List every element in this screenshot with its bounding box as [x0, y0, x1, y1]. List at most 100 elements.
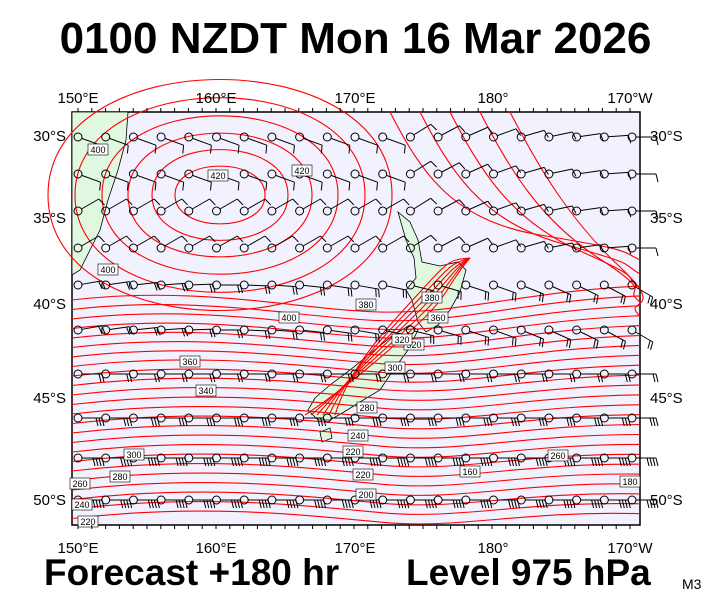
wind-barb [267, 280, 298, 295]
svg-text:380: 380 [358, 300, 373, 310]
wind-barb [599, 495, 631, 509]
wind-barb [73, 169, 102, 191]
contour-label: 280 [356, 401, 378, 414]
wind-barb [267, 325, 298, 340]
wind-barb [184, 132, 212, 154]
wind-barb [184, 495, 216, 509]
wind-barb [378, 235, 410, 253]
svg-text:260: 260 [550, 451, 565, 461]
svg-text:220: 220 [345, 447, 360, 457]
wind-barb [489, 325, 517, 347]
contour-line [71, 510, 641, 525]
wind-barb [322, 198, 355, 216]
contour-line [71, 404, 641, 420]
wind-barb [101, 132, 129, 154]
wind-barb [156, 280, 189, 292]
longitude-label: 180° [477, 540, 508, 557]
wind-barb [405, 197, 438, 216]
wind-barb [350, 169, 379, 191]
wind-barb [184, 413, 216, 427]
contour-line [71, 285, 641, 313]
contour-label: 300 [123, 448, 145, 461]
longitude-label: 150°E [57, 540, 98, 557]
wind-barb [378, 198, 410, 216]
wind-barb [627, 169, 659, 183]
wind-barb [599, 325, 626, 350]
wind-barb [461, 237, 494, 253]
wind-barb [627, 369, 659, 383]
svg-text:320: 320 [394, 335, 409, 345]
wind-barb [489, 202, 522, 216]
wind-barb [461, 126, 494, 142]
wind-barb [599, 413, 631, 427]
contour-line [334, 257, 471, 416]
wind-barb [156, 169, 185, 191]
svg-text:400: 400 [100, 265, 115, 275]
wind-barb [378, 169, 406, 191]
wind-barb [184, 280, 216, 293]
svg-text:220: 220 [80, 517, 95, 527]
wind-barb [627, 495, 659, 509]
wind-barb [516, 325, 544, 348]
wind-barb [239, 198, 272, 216]
wind-barb [489, 128, 522, 142]
wind-barb [433, 199, 466, 216]
wind-barb [350, 198, 382, 216]
contour-label: 280 [109, 470, 131, 483]
wind-barb [212, 453, 243, 467]
wind-barb [461, 163, 494, 179]
longitude-label: 170°E [334, 540, 375, 557]
wind-barb [572, 453, 604, 467]
wind-barb [350, 132, 379, 154]
wind-barb [184, 198, 216, 216]
latitude-label: 30°S [650, 128, 683, 145]
wind-barb [212, 132, 240, 154]
wind-barb [405, 453, 437, 467]
latitude-label: 45°S [33, 390, 66, 407]
wind-barb [433, 325, 462, 345]
svg-text:400: 400 [281, 313, 296, 323]
contour-labels: 400 420 420 400 400 380 360 340 380 360 320 300 320 2… [69, 143, 641, 528]
wind-barb [572, 280, 599, 304]
wind-barb [239, 169, 268, 191]
longitude-label: 160°E [195, 540, 236, 557]
wind-barb [627, 325, 654, 351]
contour-line [71, 295, 641, 322]
wind-barb [295, 369, 327, 383]
wind-barb [184, 325, 216, 338]
svg-text:420: 420 [210, 171, 225, 181]
wind-barb [378, 413, 410, 427]
svg-text:220: 220 [355, 470, 370, 480]
wind-barb [627, 453, 659, 467]
contour-line [71, 501, 641, 515]
latitude-label: 35°S [650, 210, 683, 227]
wind-barb [322, 280, 353, 297]
wind-barb [156, 325, 189, 337]
wind-barb [572, 369, 604, 383]
wind-barb [461, 200, 494, 216]
wind-barb [516, 280, 544, 303]
wind-barb [599, 280, 626, 305]
wind-barb [128, 413, 160, 427]
wind-barb [489, 495, 520, 509]
wind-barb [267, 132, 295, 154]
latitude-label: 40°S [650, 296, 683, 313]
wind-barb [433, 495, 465, 509]
wind-barb [128, 235, 161, 253]
svg-text:240: 240 [74, 500, 89, 510]
wind-barb [461, 325, 490, 346]
wind-barb [295, 280, 326, 296]
contour-label: 400 [87, 143, 109, 156]
longitude-label: 150°E [57, 90, 98, 107]
svg-text:360: 360 [430, 313, 445, 323]
contour-line [101, 115, 339, 275]
svg-text:180: 180 [622, 477, 637, 487]
contour-line [71, 472, 641, 487]
contour-label: 260 [547, 449, 569, 462]
wind-barb [156, 235, 188, 253]
wind-barb [267, 235, 299, 253]
latitude-label: 50°S [33, 492, 66, 509]
wind-barb [350, 325, 380, 343]
svg-text:300: 300 [126, 450, 141, 460]
